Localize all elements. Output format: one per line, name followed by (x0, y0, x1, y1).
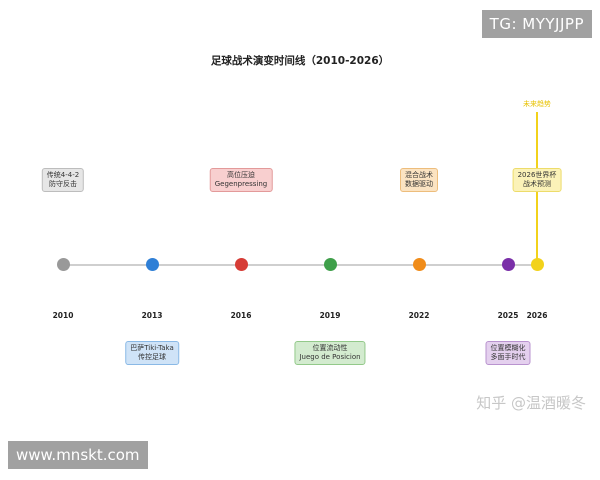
timeline-node-2022 (412, 258, 426, 271)
event-box-line1: 混合战术 (405, 171, 433, 179)
timeline-node-2013 (145, 258, 159, 271)
year-label-2025: 2025 (497, 311, 519, 320)
event-box-line1: 巴萨Tiki-Taka (130, 344, 174, 352)
year-label-2010: 2010 (52, 311, 74, 320)
timeline-node-2025 (501, 258, 515, 271)
watermark-tg: TG: MYYJJPP (481, 10, 592, 38)
event-box-2010: 传统4-4-2 防守反击 (41, 168, 85, 192)
event-box-line1: 位置模糊化 (490, 344, 526, 352)
event-box-line1: 传统4-4-2 (46, 171, 80, 179)
event-box-line2: 防守反击 (48, 180, 77, 188)
event-box-2025: 位置模糊化 多面手时代 (485, 341, 531, 365)
year-label-2019: 2019 (319, 311, 341, 320)
event-box-line1: 2026世界杯 (517, 171, 557, 179)
event-box-line1: 位置流动性 (312, 344, 348, 352)
diagram-title: 足球战术演变时间线（2010-2026） (210, 55, 390, 67)
timeline-node-2016 (234, 258, 248, 271)
event-box-2026: 2026世界杯 战术预测 (512, 168, 562, 192)
event-box-line1: 高位压迫 (226, 171, 255, 179)
event-box-line2: Juego de Posicion (299, 353, 361, 361)
timeline-axis (63, 264, 537, 266)
event-box-line2: 多面手时代 (490, 353, 526, 361)
event-box-line2: 传控足球 (137, 353, 166, 361)
event-box-2013: 巴萨Tiki-Taka 传控足球 (125, 341, 179, 365)
timeline-node-2010 (56, 258, 70, 271)
watermark-site: www.mnskt.com (8, 441, 148, 469)
event-box-2019: 位置流动性 Juego de Posicion (294, 341, 366, 365)
watermark-zhihu: 知乎 @温酒暖冬 (476, 394, 586, 412)
event-box-line2: 战术预测 (522, 180, 551, 188)
year-label-2026: 2026 (526, 311, 548, 320)
event-box-line2: 数据驱动 (405, 180, 433, 188)
timeline-node-2026 (530, 258, 544, 271)
event-box-2016: 高位压迫 Gegenpressing (209, 168, 273, 192)
event-box-line2: Gegenpressing (214, 180, 268, 188)
timeline-node-2019 (323, 258, 337, 271)
event-box-2022: 混合战术 数据驱动 (400, 168, 438, 192)
year-label-2013: 2013 (141, 311, 163, 320)
year-label-2022: 2022 (408, 311, 430, 320)
year-label-2016: 2016 (230, 311, 252, 320)
future-trend-label: 未来趋势 (523, 100, 551, 108)
